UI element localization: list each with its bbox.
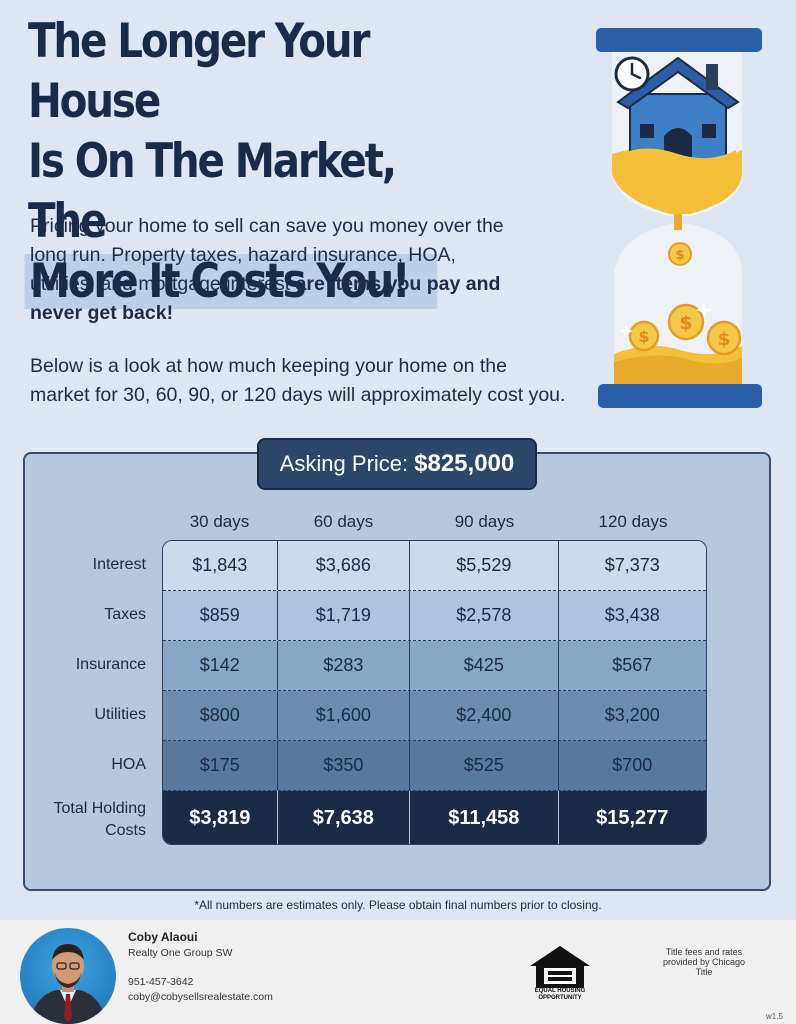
svg-text:$: $ <box>679 312 692 334</box>
table-cell: $3,686 <box>278 541 411 590</box>
title-line-3: More It Costs You! <box>24 254 438 309</box>
agent-email[interactable]: coby@cobysellsrealestate.com <box>128 991 273 1003</box>
total-label-line-2: Costs <box>105 822 146 839</box>
total-row: $3,819 $7,638 $11,458 $15,277 <box>163 791 706 844</box>
title-fees-note: Title fees and rates provided by Chicago… <box>662 947 746 977</box>
asking-price-value: $825,000 <box>414 450 515 477</box>
table-row: $859 $1,719 $2,578 $3,438 <box>163 591 706 641</box>
clock-icon <box>614 56 650 92</box>
intro-text: Pricing your home to sell can save you m… <box>30 215 504 295</box>
table-cell: $859 <box>163 591 278 640</box>
column-header-120: 120 days <box>598 512 668 531</box>
intro-bold-text: are items you pay and never get back! <box>30 273 501 324</box>
version-label: w1.5 <box>766 1012 783 1021</box>
table-cell: $2,578 <box>410 591 559 640</box>
table-row: $142 $283 $425 $567 <box>163 641 706 691</box>
page-title: The Longer Your House Is On The Market, … <box>24 12 475 312</box>
total-cell: $15,277 <box>596 807 669 829</box>
table-cell: $2,400 <box>410 691 559 740</box>
intro-paragraph-2: Below is a look at how much keeping your… <box>30 355 566 406</box>
equal-housing-line-2: OPPORTUNITY <box>538 995 582 1001</box>
equal-housing-icon <box>530 946 590 988</box>
cost-table: $1,843 $3,686 $5,529 $7,373 $859 $1,719 … <box>162 540 707 845</box>
table-row: $800 $1,600 $2,400 $3,200 <box>163 691 706 741</box>
svg-text:$: $ <box>638 327 649 346</box>
table-cell: $567 <box>612 655 653 675</box>
row-label-taxes: Taxes <box>104 606 146 623</box>
total-cell: $11,458 <box>410 791 559 844</box>
table-cell: $3,438 <box>604 605 660 625</box>
equal-housing-line-1: EQUAL HOUSING <box>534 988 586 994</box>
title-line-2: Is On The Market, The <box>28 134 397 249</box>
total-label-line-1: Total Holding <box>53 800 147 817</box>
agent-avatar <box>20 928 116 1024</box>
asking-price-label: Asking Price: <box>279 451 409 476</box>
agent-company: Realty One Group SW <box>128 947 233 959</box>
disclaimer-footnote: *All numbers are estimates only. Please … <box>194 898 602 912</box>
table-row: $1,843 $3,686 $5,529 $7,373 <box>163 541 706 591</box>
column-header-60: 60 days <box>313 512 374 531</box>
table-cell: $3,200 <box>604 705 660 725</box>
table-cell: $425 <box>410 641 559 690</box>
total-cell: $3,819 <box>163 791 278 844</box>
table-cell: $7,373 <box>604 555 660 575</box>
hourglass-illustration: $ $ $ $ <box>596 28 762 408</box>
agent-phone[interactable]: 951-457-3642 <box>128 976 194 988</box>
person-icon <box>30 944 106 1024</box>
coin-icon: $ <box>668 242 692 266</box>
table-cell: $1,843 <box>163 541 278 590</box>
table-cell: $175 <box>163 741 278 790</box>
agent-name: Coby Alaoui <box>128 930 198 944</box>
svg-text:$: $ <box>718 329 731 350</box>
table-row: $175 $350 $525 $700 <box>163 741 706 791</box>
svg-text:$: $ <box>675 248 684 263</box>
coins-pile-icon: $ $ $ <box>628 303 742 356</box>
row-label-insurance: Insurance <box>75 656 146 673</box>
table-cell: $800 <box>163 691 278 740</box>
table-cell: $283 <box>278 641 411 690</box>
table-cell: $700 <box>612 755 653 775</box>
equal-housing-text: EQUAL HOUSING OPPORTUNITY <box>524 988 596 1002</box>
column-header-30: 30 days <box>189 512 250 531</box>
intro-paragraph: Pricing your home to sell can save you m… <box>30 212 520 328</box>
row-label-hoa: HOA <box>111 756 146 773</box>
table-cell: $1,719 <box>278 591 411 640</box>
table-cell: $142 <box>163 641 278 690</box>
table-cell: $350 <box>278 741 411 790</box>
row-label-total: Total Holding Costs <box>30 798 147 842</box>
footer: Coby Alaoui Realty One Group SW 951-457-… <box>0 920 796 1024</box>
table-cell: $1,600 <box>278 691 411 740</box>
total-cell: $7,638 <box>278 791 411 844</box>
column-header-90: 90 days <box>454 512 515 531</box>
asking-price-badge: Asking Price: $825,000 <box>257 438 537 490</box>
table-cell: $525 <box>410 741 559 790</box>
title-line-1: The Longer Your House <box>28 14 370 129</box>
table-cell: $5,529 <box>410 541 559 590</box>
row-label-utilities: Utilities <box>94 706 146 723</box>
row-label-interest: Interest <box>92 556 146 573</box>
